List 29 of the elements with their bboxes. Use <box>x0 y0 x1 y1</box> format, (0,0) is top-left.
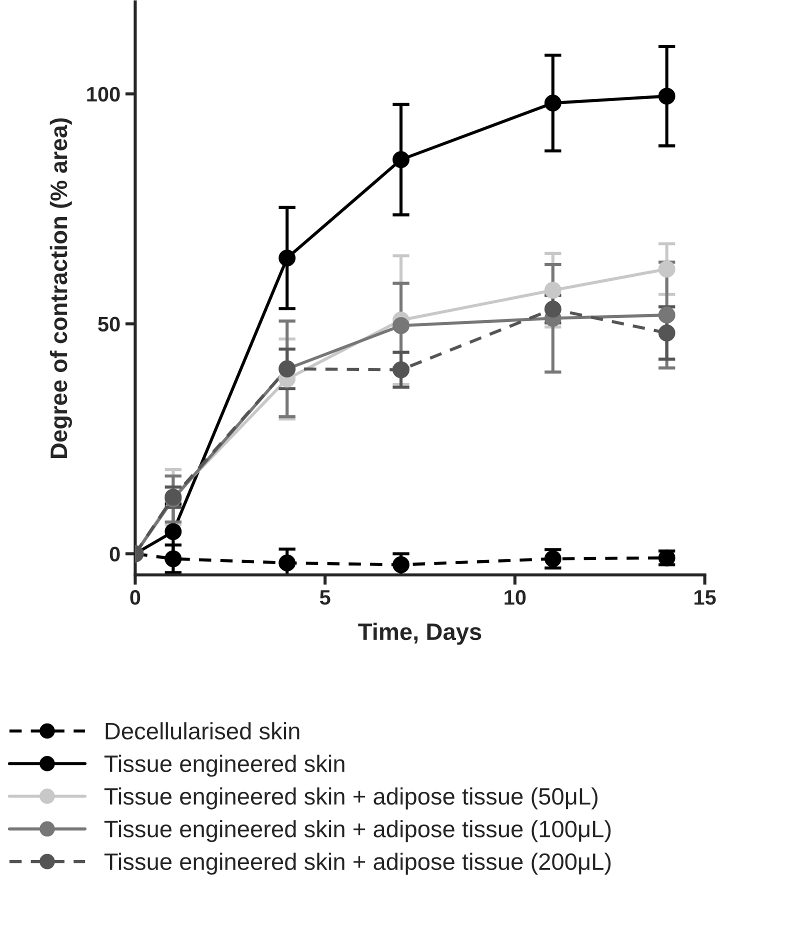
point <box>392 151 410 168</box>
point <box>658 88 676 105</box>
legend-label: Decellularised skin <box>106 722 300 740</box>
point <box>544 282 562 299</box>
point <box>658 260 676 278</box>
point <box>164 523 182 540</box>
point <box>544 300 562 318</box>
legend-label: Tissue engineered skin + adipose tissue (100μL) <box>104 820 611 842</box>
point <box>658 324 676 342</box>
y-tick-label: 0 <box>110 546 120 562</box>
point <box>658 306 676 324</box>
point <box>164 550 182 568</box>
point <box>392 556 410 574</box>
x-tick-label: 5 <box>320 590 330 605</box>
legend-label: Tissue engineered skin + adipose tissue (50μL) <box>104 787 598 810</box>
point <box>392 317 410 334</box>
x-tick-label: 0 <box>130 590 140 605</box>
y-axis-title: Degree of contraction (% area) <box>50 118 72 458</box>
x-axis-title: Time, Days <box>358 622 482 645</box>
y-tick-label: 50 <box>98 316 120 332</box>
legend-label: Tissue engineered skin + adipose tissue (200μL) <box>104 852 611 875</box>
point <box>278 554 296 572</box>
x-tick-label: 10 <box>504 590 526 605</box>
x-tick-label: 15 <box>694 590 716 605</box>
point <box>544 94 562 112</box>
y-tick-label: 100 <box>87 86 120 102</box>
legend-label: Tissue engineered skin <box>104 754 344 777</box>
point <box>278 250 296 267</box>
point <box>392 361 410 378</box>
